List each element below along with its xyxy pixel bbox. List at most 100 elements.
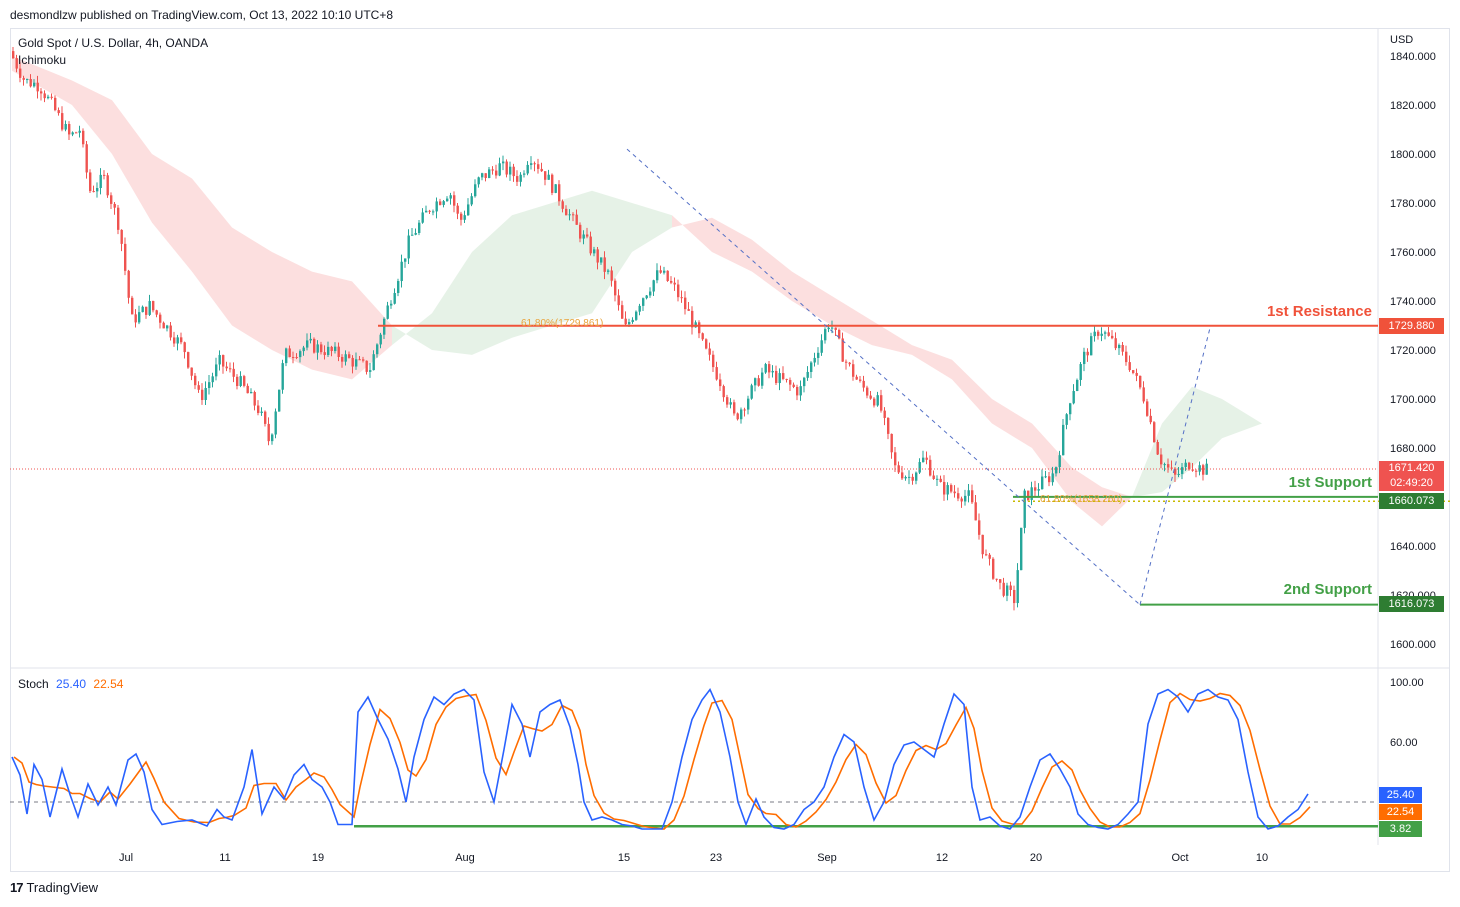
candle-body xyxy=(446,198,449,202)
candle-body xyxy=(432,211,435,213)
candle-body xyxy=(127,270,130,298)
ichimoku-cloud-segment xyxy=(192,178,232,326)
candle-body xyxy=(502,161,505,164)
candle-body xyxy=(40,91,43,94)
candle-body xyxy=(715,367,718,380)
candle-body xyxy=(26,79,29,81)
ichimoku-cloud-segment xyxy=(1222,399,1262,439)
indicator-name: Ichimoku xyxy=(18,53,67,67)
candle-body xyxy=(568,214,571,216)
candle-body xyxy=(624,318,627,325)
candle-body xyxy=(138,312,141,323)
candle-body xyxy=(652,280,655,292)
candle-body xyxy=(442,201,445,205)
candle-body xyxy=(943,481,946,495)
tradingview-logo-icon: 17 xyxy=(10,880,24,895)
candle-body xyxy=(988,554,991,559)
candle-body xyxy=(1055,467,1058,474)
candle-body xyxy=(614,280,617,296)
time-tick-label: 11 xyxy=(219,852,230,864)
candle-body xyxy=(1041,476,1044,490)
candle-body xyxy=(176,337,179,344)
candle-body xyxy=(1093,331,1096,337)
candle-body xyxy=(1184,462,1187,468)
candle-body xyxy=(876,395,879,406)
candle-body xyxy=(978,520,981,535)
candle-body xyxy=(239,376,242,386)
candle-body xyxy=(953,491,956,494)
candle-body xyxy=(1111,335,1114,339)
ichimoku-cloud-segment xyxy=(1162,386,1192,493)
candle-body xyxy=(341,356,344,362)
candle-body xyxy=(827,327,830,330)
last-price-badge: 1671.420 02:49:20 xyxy=(1379,461,1444,491)
candle-body xyxy=(278,389,281,412)
candle-body xyxy=(516,176,519,182)
candle-body xyxy=(285,348,288,364)
candle-body xyxy=(155,310,158,315)
candle-body xyxy=(491,169,494,171)
ichimoku-cloud-segment xyxy=(632,203,672,252)
candle-body xyxy=(264,411,267,424)
candle-body xyxy=(43,93,46,99)
candle-body xyxy=(201,389,204,400)
candle-body xyxy=(82,130,85,145)
candle-body xyxy=(792,384,795,387)
currency-label: USD xyxy=(1390,34,1414,46)
candle-body xyxy=(222,355,225,367)
candle-body xyxy=(470,196,473,205)
candle-body xyxy=(183,342,186,353)
candle-body xyxy=(1079,364,1082,380)
candle-body xyxy=(862,380,865,388)
ichimoku-cloud-segment xyxy=(1192,386,1222,468)
candle-body xyxy=(523,173,526,175)
candle-body xyxy=(1037,489,1040,491)
candle-body xyxy=(215,364,218,377)
candle-body xyxy=(964,495,967,502)
candle-body xyxy=(908,476,911,478)
candle-body xyxy=(673,282,676,285)
candle-body xyxy=(554,184,557,193)
candle-body xyxy=(194,375,197,386)
ichimoku-cloud-segment xyxy=(312,271,352,380)
candle-body xyxy=(1072,391,1075,404)
candle-body xyxy=(1030,487,1033,500)
candle-body xyxy=(530,163,533,165)
candle-body xyxy=(1069,403,1072,415)
ichimoku-cloud-segment xyxy=(912,345,952,380)
candle-body xyxy=(425,210,428,213)
candle-body xyxy=(946,485,949,495)
candle-body xyxy=(572,214,575,216)
candle-body xyxy=(148,301,151,315)
stoch-title: Stoch xyxy=(18,677,49,691)
candle-body xyxy=(117,207,120,230)
candle-body xyxy=(250,392,253,394)
candle-body xyxy=(670,280,673,283)
candle-body xyxy=(859,379,862,381)
time-tick-label: 10 xyxy=(1256,852,1268,864)
candle-body xyxy=(1160,454,1163,465)
ichimoku-cloud-segment xyxy=(992,399,1032,448)
candle-body xyxy=(607,270,610,272)
price-tick-label: 1740.000 xyxy=(1390,296,1436,308)
candle-body xyxy=(411,234,414,236)
candle-body xyxy=(701,333,704,340)
candle-body xyxy=(719,379,722,387)
candle-body xyxy=(456,205,459,214)
candle-body xyxy=(271,434,274,442)
candle-body xyxy=(974,502,977,521)
candle-body xyxy=(799,386,802,396)
candle-body xyxy=(166,325,169,329)
ichimoku-cloud-segment xyxy=(832,296,872,346)
stoch-tick-label: 60.00 xyxy=(1390,737,1418,749)
time-tick-label: 19 xyxy=(312,852,324,864)
price-tick-label: 1800.000 xyxy=(1390,149,1436,161)
ichimoku-cloud-segment xyxy=(872,320,912,355)
time-tick-label: Aug xyxy=(455,852,475,864)
candle-body xyxy=(1076,379,1079,392)
candle-body xyxy=(390,303,393,306)
candle-body xyxy=(89,172,92,192)
candle-body xyxy=(421,212,424,223)
candle-body xyxy=(775,370,778,384)
